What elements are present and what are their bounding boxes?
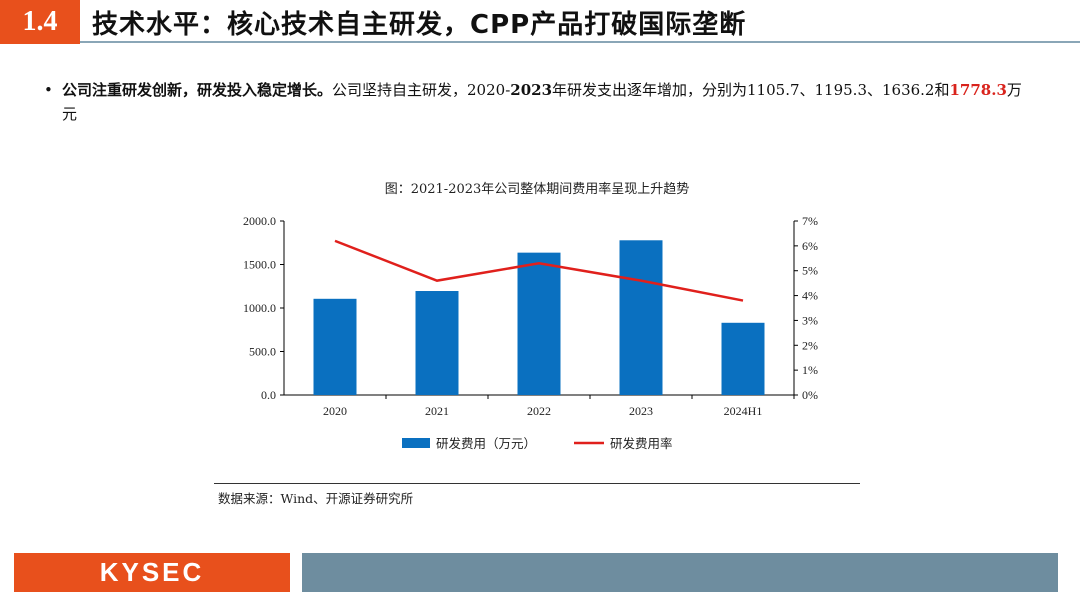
header-divider [80, 41, 1080, 43]
legend-bar-label: 研发费用（万元） [436, 436, 536, 451]
bullet-body-1: 公司坚持自主研发，2020- [332, 81, 511, 99]
y-left-tick-label: 500.0 [249, 345, 276, 359]
bar-2021 [415, 291, 459, 395]
x-tick-label: 2022 [527, 404, 551, 418]
bar-2020 [313, 298, 357, 395]
bullet-dot: • [44, 81, 53, 99]
bullet-year: 2023 [510, 81, 553, 99]
y-right-tick-label: 6% [802, 239, 818, 253]
section-number: 1.4 [0, 0, 80, 44]
y-right-tick-label: 1% [802, 363, 818, 377]
bar-2022 [517, 252, 561, 395]
x-tick-label: 2023 [629, 404, 653, 418]
y-left-tick-label: 1000.0 [243, 301, 276, 315]
page-title: 技术水平：核心技术自主研发，CPP产品打破国际垄断 [92, 9, 747, 40]
y-right-tick-label: 3% [802, 313, 818, 327]
y-left-tick-label: 0.0 [261, 388, 276, 402]
y-right-tick-label: 7% [802, 214, 818, 228]
bullet-paragraph: • 公司注重研发创新，研发投入稳定增长。公司坚持自主研发，2020-2023年研… [44, 78, 1034, 126]
combo-chart: 0.0 500.0 1000.0 1500.0 2000.0 0% 1% 2% 3% 4% 5% 6%… [243, 214, 818, 451]
x-tick-label: 2021 [425, 404, 449, 418]
y-right-tick-label: 0% [802, 388, 818, 402]
y-right-tick-label: 4% [802, 289, 818, 303]
x-tick-label: 2020 [323, 404, 347, 418]
bullet-text: 公司注重研发创新，研发投入稳定增长。公司坚持自主研发，2020-2023年研发支… [44, 78, 1034, 126]
y-right-tick-label: 5% [802, 264, 818, 278]
chart-source-divider [214, 483, 860, 484]
bullet-body-2: 年研发支出逐年增加，分别为1105.7、1195.3、1636.2和 [552, 81, 950, 99]
bullet-highlight: 1778.3 [949, 81, 1007, 99]
chart-title: 图：2021-2023年公司整体期间费用率呈现上升趋势 [384, 182, 690, 197]
data-source: 数据来源：Wind、开源证券研究所 [218, 491, 414, 506]
y-right-tick-label: 2% [802, 338, 818, 352]
y-left-tick-label: 1500.0 [243, 258, 276, 272]
legend-line-label: 研发费用率 [610, 436, 673, 451]
bar-2023 [619, 240, 663, 395]
bar-2024H1 [721, 322, 765, 395]
kysec-logo: KYSEC [14, 553, 290, 592]
bullet-lead: 公司注重研发创新，研发投入稳定增长。 [62, 81, 333, 99]
x-tick-label: 2024H1 [724, 404, 763, 418]
footer-bar [302, 553, 1058, 592]
y-left-tick-label: 2000.0 [243, 214, 276, 228]
bullet-body-3: 万元 [62, 81, 1022, 123]
legend-bar-swatch [402, 438, 430, 448]
chart-container: 图：2021-2023年公司整体期间费用率呈现上升趋势 0.0 500.0 1000… [214, 170, 860, 508]
